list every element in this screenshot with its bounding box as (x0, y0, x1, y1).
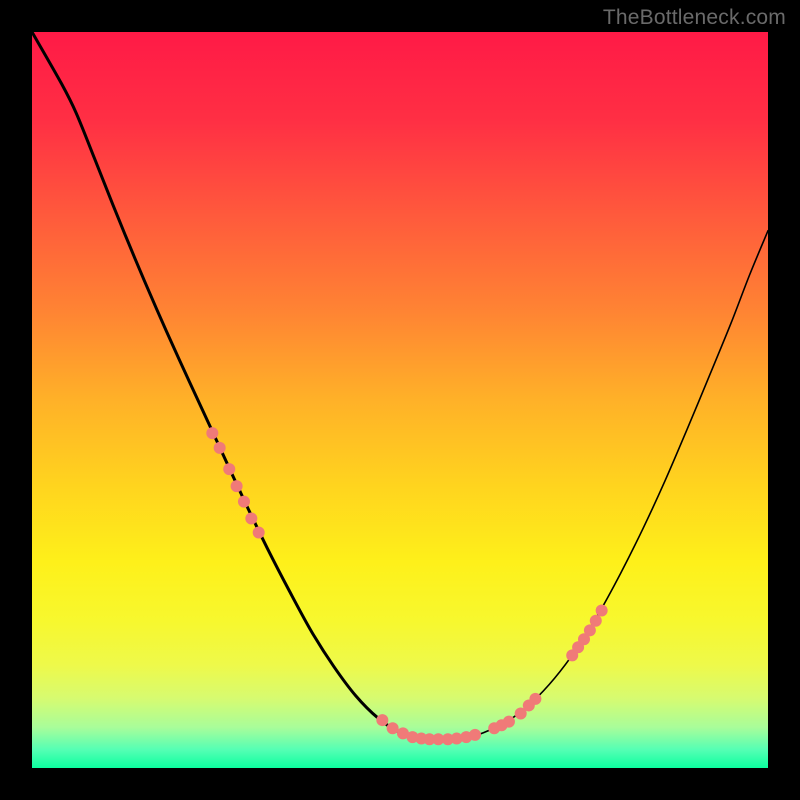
data-marker (596, 605, 608, 617)
data-marker (238, 496, 250, 508)
data-marker (214, 442, 226, 454)
data-marker (503, 716, 515, 728)
data-marker (223, 463, 235, 475)
data-marker (231, 480, 243, 492)
data-marker (590, 615, 602, 627)
data-marker (206, 427, 218, 439)
data-marker (469, 729, 481, 741)
data-marker (376, 714, 388, 726)
data-marker (245, 513, 257, 525)
data-marker (387, 722, 399, 734)
gradient-background (32, 32, 768, 768)
bottleneck-curve-chart (32, 32, 768, 768)
data-marker (529, 693, 541, 705)
plot-area (32, 32, 768, 768)
data-marker (253, 526, 265, 538)
watermark: TheBottleneck.com (603, 6, 786, 30)
